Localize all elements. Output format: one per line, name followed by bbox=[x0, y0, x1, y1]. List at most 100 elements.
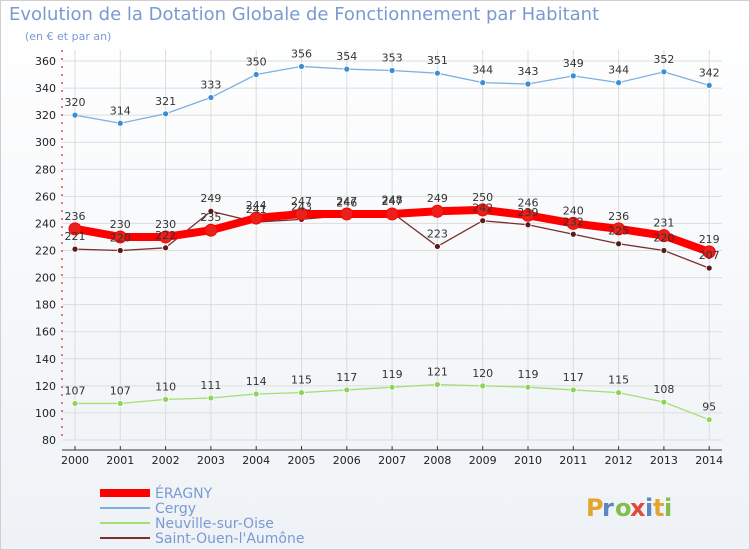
data-point bbox=[116, 400, 124, 407]
data-point bbox=[615, 79, 622, 87]
x-tick-label: 2008 bbox=[423, 454, 451, 467]
data-point bbox=[343, 386, 351, 394]
data-label: 349 bbox=[563, 57, 584, 70]
data-label: 342 bbox=[699, 66, 720, 79]
data-point bbox=[566, 216, 580, 230]
data-point bbox=[615, 240, 622, 248]
data-point bbox=[524, 221, 532, 229]
data-label: 321 bbox=[155, 95, 176, 108]
data-point bbox=[660, 247, 668, 254]
data-point bbox=[298, 389, 305, 397]
data-label: 247 bbox=[336, 195, 357, 208]
data-label: 344 bbox=[472, 64, 493, 77]
data-point bbox=[207, 207, 215, 215]
data-point bbox=[660, 398, 668, 406]
data-label: 356 bbox=[291, 47, 312, 60]
data-point bbox=[71, 245, 79, 253]
x-tick-label: 2007 bbox=[378, 454, 406, 467]
chart-subtitle: (en € et par an) bbox=[25, 30, 112, 43]
data-point bbox=[479, 217, 487, 225]
data-point bbox=[433, 381, 441, 388]
x-tick-label: 2000 bbox=[61, 454, 89, 467]
data-point bbox=[162, 110, 170, 118]
data-point bbox=[612, 222, 626, 236]
data-label: 242 bbox=[472, 202, 493, 215]
data-point bbox=[705, 416, 713, 424]
x-tick-label: 2003 bbox=[197, 454, 225, 467]
legend-label: Neuville-sur-Oise bbox=[155, 516, 274, 532]
data-label: 230 bbox=[155, 218, 176, 231]
data-point bbox=[705, 81, 713, 89]
logo-letter: t bbox=[653, 494, 664, 522]
y-tick-label: 100 bbox=[35, 407, 56, 420]
data-point bbox=[207, 94, 215, 101]
data-point bbox=[340, 207, 354, 221]
data-label: 120 bbox=[472, 367, 493, 380]
data-label: 236 bbox=[608, 210, 629, 223]
data-label: 333 bbox=[200, 79, 221, 92]
data-label: 320 bbox=[65, 96, 86, 109]
data-label: 231 bbox=[653, 217, 674, 230]
data-label: 241 bbox=[246, 203, 267, 216]
data-point bbox=[660, 68, 668, 76]
data-point bbox=[162, 244, 170, 252]
data-point bbox=[343, 65, 351, 73]
y-tick-label: 80 bbox=[42, 434, 56, 447]
data-point bbox=[298, 63, 305, 70]
data-label: 351 bbox=[427, 54, 448, 67]
legend-label: Saint-Ouen-l'Aumône bbox=[155, 531, 304, 547]
data-point bbox=[68, 222, 82, 236]
data-point bbox=[433, 243, 441, 250]
data-label: 246 bbox=[336, 196, 357, 209]
data-point bbox=[116, 247, 124, 254]
data-labels: 320 314 321 333 350 356 354 353 351 344 343 349 344 3… bbox=[65, 47, 720, 413]
y-tick-label: 180 bbox=[35, 299, 56, 312]
data-label: 314 bbox=[110, 104, 131, 117]
data-label: 220 bbox=[110, 232, 131, 245]
data-label: 115 bbox=[608, 374, 629, 387]
data-label: 115 bbox=[291, 374, 312, 387]
data-point bbox=[252, 390, 260, 398]
y-tick-label: 360 bbox=[35, 55, 56, 68]
chart-title: Evolution de la Dotation Globale de Fonc… bbox=[9, 4, 600, 25]
data-label: 343 bbox=[518, 65, 539, 78]
data-point bbox=[388, 67, 396, 74]
logo-letter: i bbox=[645, 494, 653, 522]
data-point bbox=[521, 208, 535, 222]
y-tick-label: 240 bbox=[35, 217, 56, 230]
data-point bbox=[657, 229, 671, 243]
data-point bbox=[479, 382, 487, 390]
data-label: 223 bbox=[427, 227, 448, 240]
data-label: 110 bbox=[155, 380, 176, 393]
data-label: 121 bbox=[427, 366, 448, 379]
x-tick-label: 2014 bbox=[695, 454, 723, 467]
data-point bbox=[295, 207, 308, 221]
data-label: 221 bbox=[65, 230, 86, 243]
logo-letter: r bbox=[602, 494, 614, 522]
y-tick-label: 120 bbox=[35, 380, 56, 393]
data-point bbox=[207, 394, 215, 402]
data-label: 247 bbox=[291, 195, 312, 208]
legend-label: Cergy bbox=[155, 501, 196, 517]
data-point bbox=[71, 400, 79, 407]
data-point bbox=[524, 80, 532, 88]
data-point bbox=[252, 71, 260, 78]
x-tick-label: 2002 bbox=[152, 454, 180, 467]
data-label: 220 bbox=[653, 232, 674, 245]
data-label: 117 bbox=[336, 371, 357, 384]
x-tick-label: 2010 bbox=[514, 454, 542, 467]
data-point bbox=[705, 264, 713, 272]
data-label: 225 bbox=[608, 225, 629, 238]
data-point bbox=[430, 204, 444, 218]
series-lines bbox=[68, 63, 716, 424]
proxiti-logo: Pr ox i t i bbox=[586, 494, 672, 522]
y-tick-label: 280 bbox=[35, 163, 56, 176]
data-label: 354 bbox=[336, 50, 357, 63]
y-tick-label: 320 bbox=[35, 109, 56, 122]
data-label: 250 bbox=[472, 191, 493, 204]
logo-letter: i bbox=[664, 494, 672, 522]
data-point bbox=[159, 230, 173, 244]
axes: 80 100 120 140 160 180 200 220 240 260 280 300 320 34… bbox=[35, 50, 723, 467]
data-point bbox=[116, 119, 124, 127]
